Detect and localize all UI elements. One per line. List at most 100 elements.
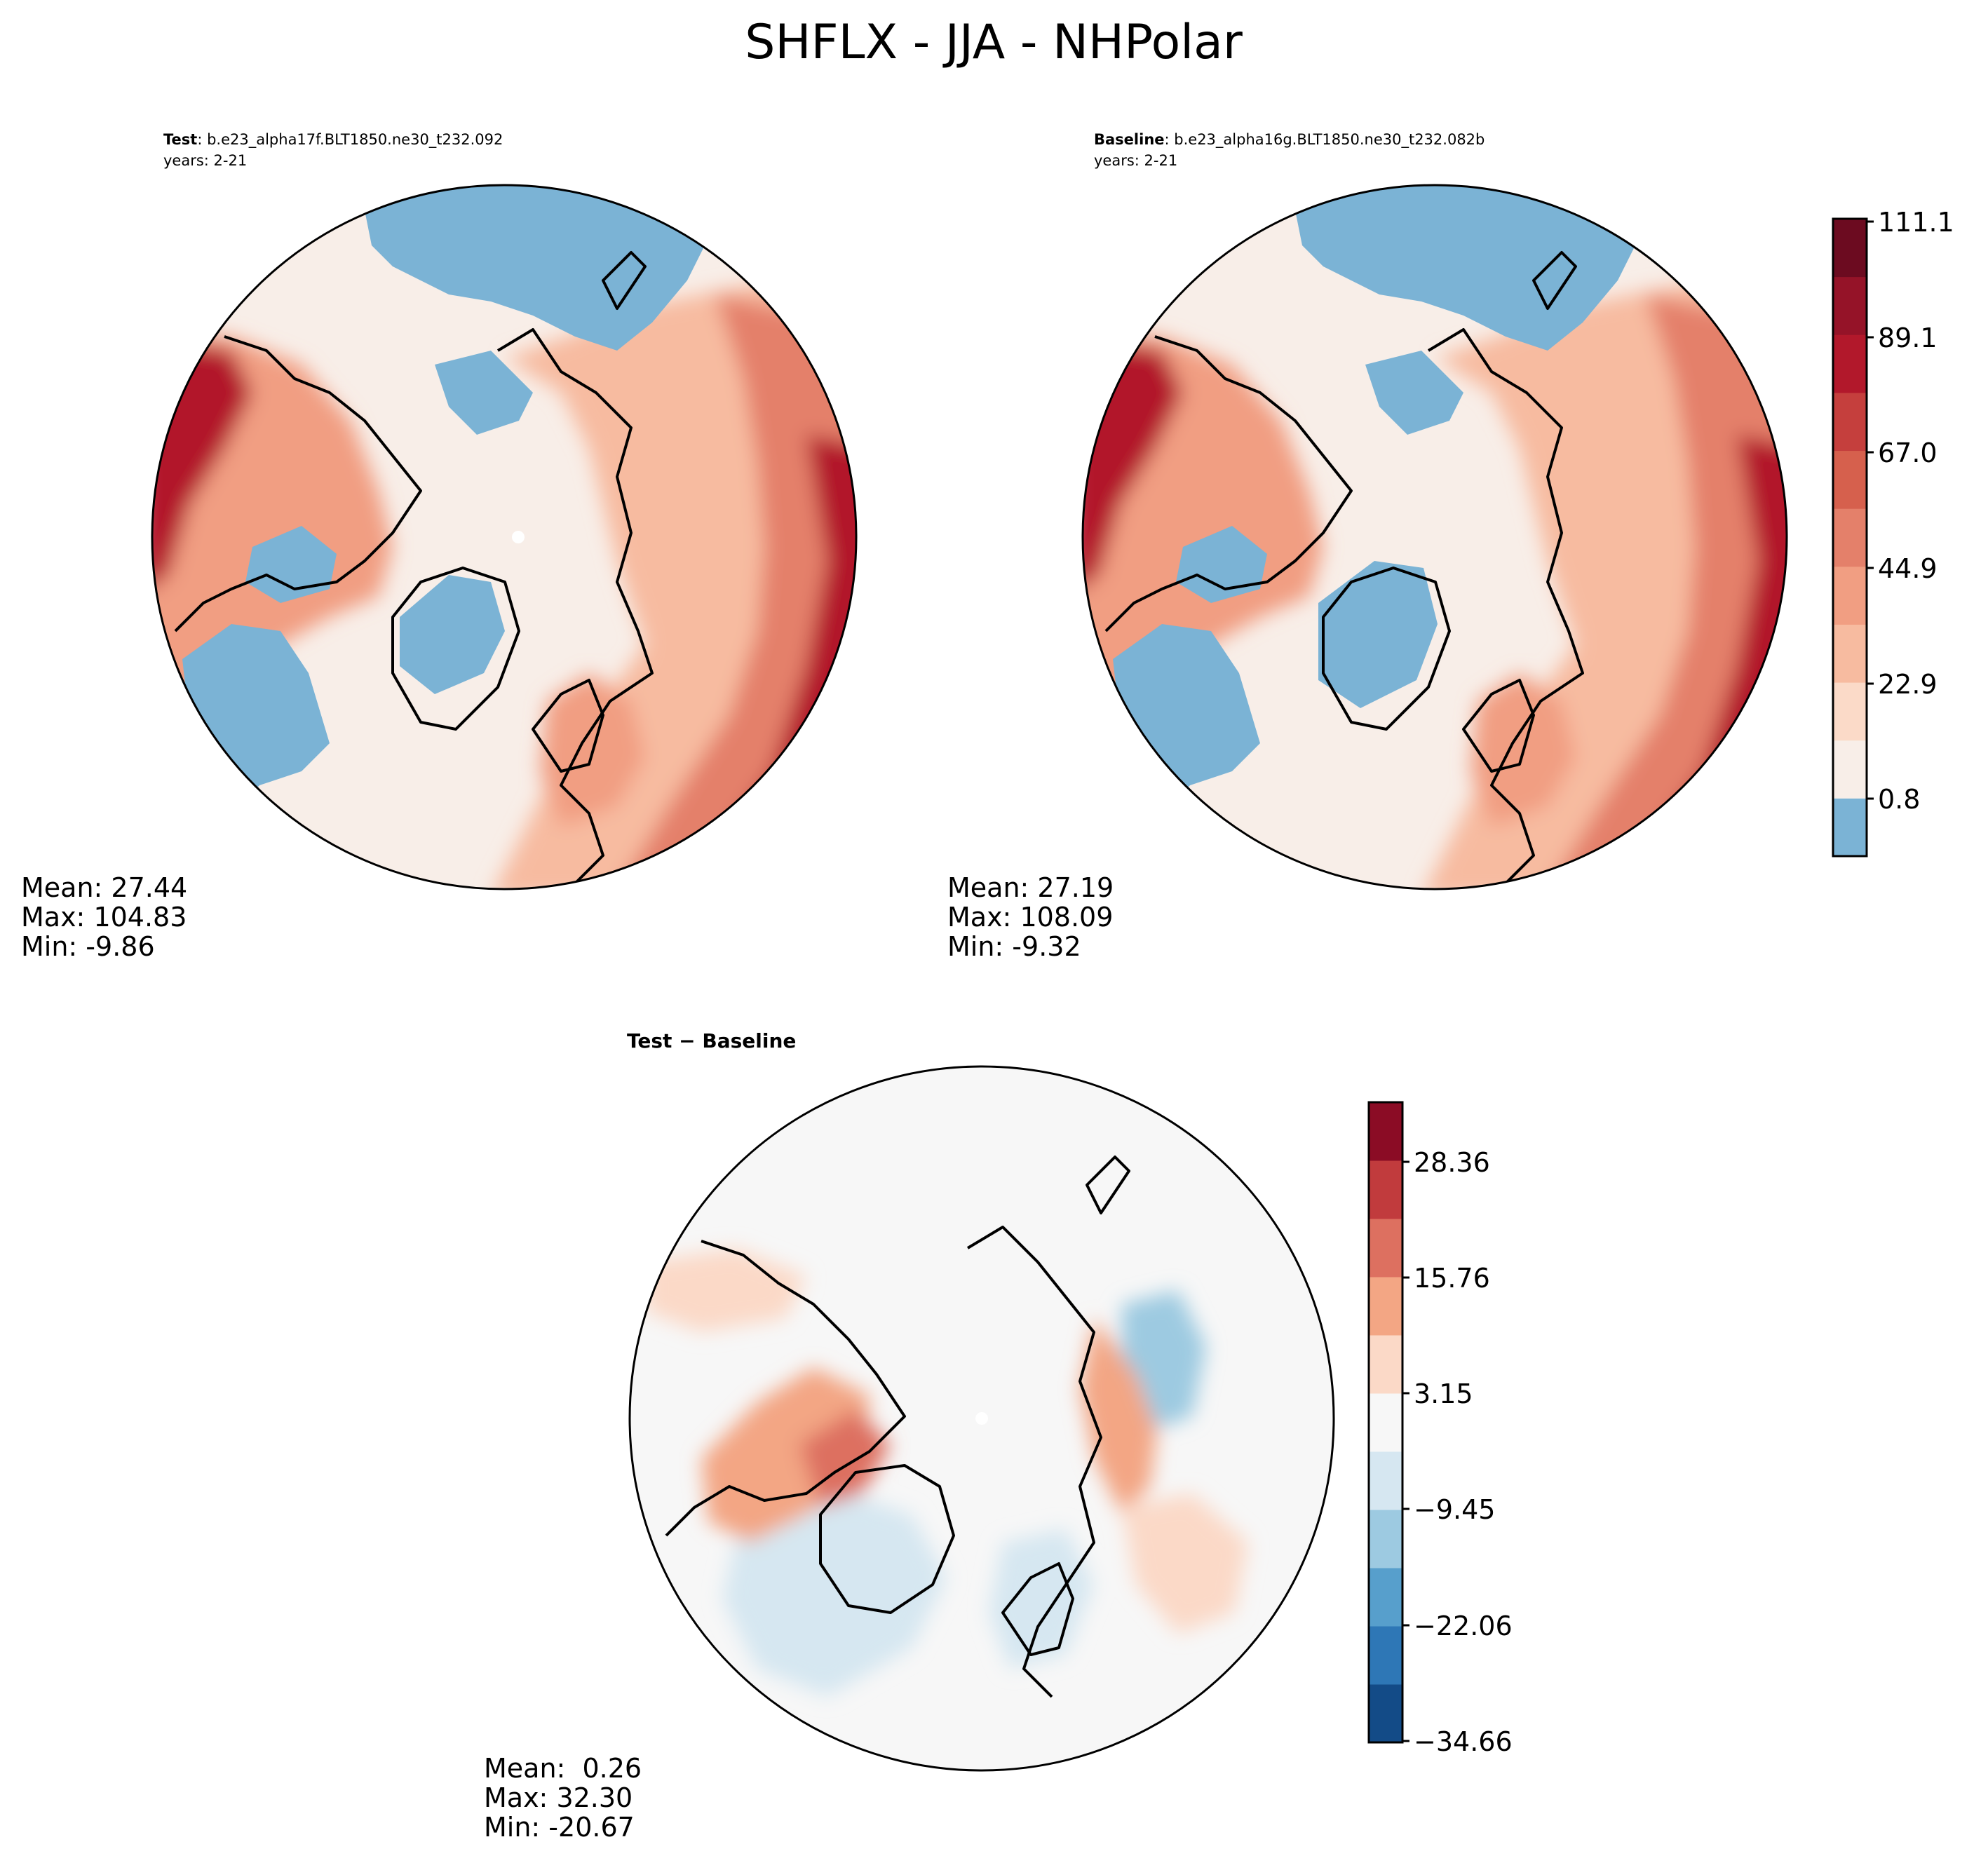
cbar-top-frame [1832, 217, 1868, 858]
baseline-coastlines [1104, 251, 1584, 885]
diff-stat-min: Min: -20.67 [484, 1812, 635, 1843]
cbar-bottom-band-1 [1369, 1626, 1402, 1685]
test-coastlines [174, 251, 654, 885]
figure-title: SHFLX - JJA - NHPolar [745, 15, 1243, 70]
test-greenland-ice [400, 575, 505, 694]
baseline-coast-kamchatka [1532, 251, 1577, 310]
diff-stat-mean: Mean: 0.26 [484, 1753, 642, 1784]
panel-test-boundary [151, 184, 858, 890]
cbar-top-tick-label-3: 67.0 [1878, 438, 1938, 468]
cbar-top-tick-label-1: 22.9 [1878, 669, 1938, 700]
baseline-greenland-ice [1318, 561, 1438, 708]
test-coast-north-america [174, 335, 422, 632]
panel-test-map [152, 185, 856, 889]
baseline-coast-eurasia [1427, 328, 1584, 885]
cbar-bottom-band-6 [1369, 1335, 1402, 1394]
test-coast-kamchatka [602, 251, 647, 310]
diff-pole-marker [975, 1412, 988, 1425]
test-pole-marker [512, 531, 525, 543]
cbar-bottom-band-9 [1369, 1160, 1402, 1219]
panel-test-years: years: 2-21 [163, 152, 247, 169]
test-coast-scandinavia [532, 679, 604, 773]
cbar-top-band-9 [1833, 276, 1867, 335]
diff-coastlines [665, 1156, 1130, 1698]
baseline-stat-min: Min: -9.32 [947, 931, 1081, 962]
baseline-stat-mean: Mean: 27.19 [947, 872, 1114, 903]
diff-coast-north-america [665, 1240, 906, 1537]
cbar-top-band-4 [1833, 566, 1867, 625]
panel-difference-map [630, 1066, 1334, 1770]
panel-difference: Test − Baseline Mean [484, 1029, 1513, 1843]
cbar-bottom-tick-label-4: −22.06 [1414, 1611, 1513, 1641]
panel-baseline-boundary [1081, 184, 1788, 890]
baseline-coast-greenland [1322, 567, 1451, 731]
test-arctic-channel [435, 351, 533, 435]
cbar-top-tick-label-0: 0.8 [1878, 784, 1920, 815]
diff-coast-eurasia [966, 1226, 1102, 1698]
colorbar-bottom: 28.36 15.76 3.15 −9.45 −22.06 −34.66 [1367, 1101, 1513, 1757]
cbar-bottom-band-7 [1369, 1277, 1402, 1336]
baseline-hudson-bay [1176, 526, 1267, 603]
panel-baseline: Baseline: b.e23_alpha16g.BLT1850.ne30_t2… [947, 131, 1954, 962]
panel-test: Test: b.e23_alpha17f.BLT1850.ne30_t232.0… [21, 131, 858, 962]
cbar-top-band-7 [1833, 392, 1867, 452]
baseline-arctic-channel [1365, 351, 1463, 435]
panel-baseline-label-bold: Baseline [1094, 131, 1165, 148]
baseline-coast-scandinavia [1462, 679, 1535, 773]
diff-atlantic-negative [722, 1486, 947, 1697]
cbar-bottom-tick-label-0: 28.36 [1414, 1147, 1490, 1178]
cbar-bottom-band-4 [1369, 1451, 1402, 1510]
cbar-bottom-tick-label-3: −9.45 [1414, 1494, 1495, 1525]
diff-stat-max: Max: 32.30 [484, 1782, 633, 1813]
cbar-bottom-band-5 [1369, 1393, 1402, 1452]
cbar-top-band-0 [1833, 798, 1867, 857]
cbar-bottom-band-8 [1369, 1219, 1402, 1278]
panel-test-label: Test: b.e23_alpha17f.BLT1850.ne30_t232.0… [163, 131, 503, 149]
test-stat-max: Max: 104.83 [21, 902, 187, 933]
cbar-bottom-band-0 [1369, 1684, 1402, 1743]
panel-test-label-rest: : b.e23_alpha17f.BLT1850.ne30_t232.092 [197, 131, 503, 149]
cbar-top-band-8 [1833, 334, 1867, 393]
panel-baseline-label: Baseline: b.e23_alpha16g.BLT1850.ne30_t2… [1094, 131, 1485, 149]
cbar-bottom-band-10 [1369, 1102, 1402, 1161]
cbar-bottom-tick-label-2: 3.15 [1414, 1378, 1473, 1409]
panel-baseline-map [1083, 185, 1787, 889]
panel-baseline-years: years: 2-21 [1094, 152, 1177, 169]
diff-europe-positive [1122, 1493, 1248, 1634]
panel-baseline-label-rest: : b.e23_alpha16g.BLT1850.ne30_t232.082b [1165, 131, 1485, 149]
test-stat-mean: Mean: 27.44 [21, 872, 187, 903]
cbar-top-tick-label-4: 89.1 [1878, 323, 1938, 353]
colorbar-top: 0.8 22.9 44.9 67.0 89.1 111.1 [1832, 207, 1954, 858]
diff-coast-greenland [819, 1464, 955, 1614]
cbar-top-tick-label-2: 44.9 [1878, 553, 1938, 584]
diff-scandinavia-negative [989, 1529, 1094, 1669]
diff-anomaly-field [645, 1248, 1248, 1697]
test-coast-greenland [391, 567, 520, 731]
test-coast-eurasia [496, 328, 654, 885]
cbar-bottom-band-2 [1369, 1568, 1402, 1627]
cbar-bottom-frame [1367, 1101, 1404, 1744]
cbar-top-band-6 [1833, 450, 1867, 509]
cbar-top-band-1 [1833, 740, 1867, 799]
diff-alaska-positive [645, 1248, 806, 1332]
diff-eurasia-positive [1080, 1318, 1157, 1515]
diff-coast-kamchatka [1086, 1156, 1130, 1214]
cbar-top-band-2 [1833, 682, 1867, 741]
cbar-bottom-tick-label-1: 15.76 [1414, 1263, 1490, 1294]
cbar-top-band-3 [1833, 624, 1867, 683]
diff-coast-scandinavia [1001, 1562, 1074, 1656]
cbar-bottom-tick-label-5: −34.66 [1414, 1726, 1513, 1757]
cbar-top-band-5 [1833, 508, 1867, 567]
baseline-stat-max: Max: 108.09 [947, 902, 1113, 933]
baseline-coast-north-america [1104, 335, 1353, 632]
test-hudson-bay [245, 526, 337, 603]
panel-difference-label: Test − Baseline [627, 1029, 796, 1052]
cbar-top-tick-label-5: 111.1 [1878, 207, 1954, 238]
panel-test-label-bold: Test [163, 131, 197, 148]
panel-difference-boundary [628, 1065, 1335, 1772]
cbar-bottom-band-3 [1369, 1510, 1402, 1569]
cbar-top-band-10 [1833, 219, 1867, 278]
test-pacific-ocean [365, 185, 708, 351]
